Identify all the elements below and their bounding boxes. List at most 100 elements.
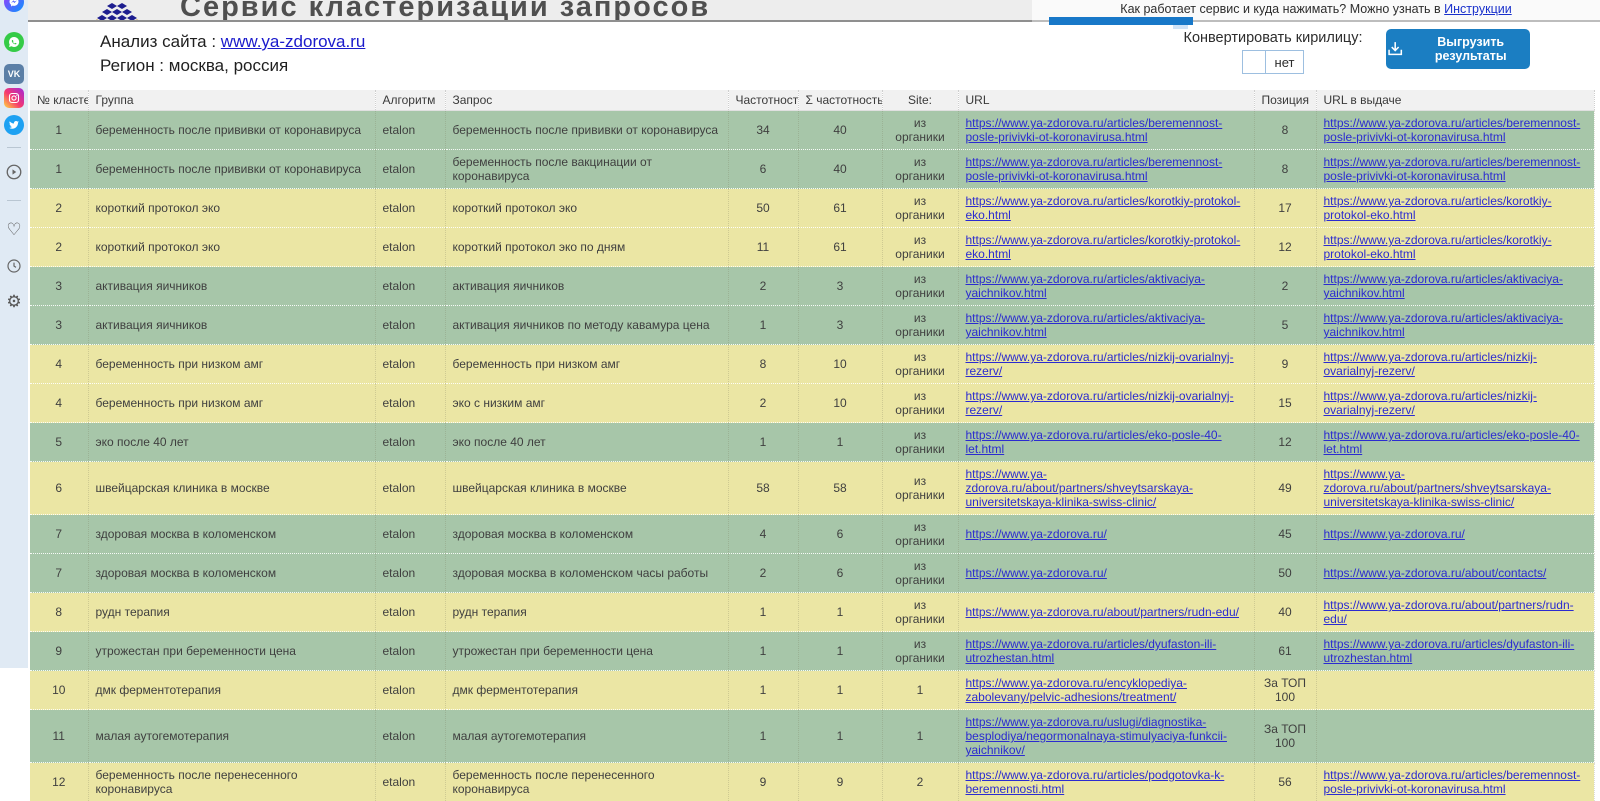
cell-frequency: 34	[728, 111, 798, 150]
url-link[interactable]: https://www.ya-zdorova.ru/articles/berem…	[966, 155, 1223, 183]
cell-group: беременность при низком амг	[88, 384, 375, 423]
cell-group: рудн терапия	[88, 593, 375, 632]
cell-url: https://www.ya-zdorova.ru/	[958, 515, 1254, 554]
cell-sum_frequency: 1	[798, 423, 882, 462]
column-header: Группа	[88, 90, 375, 111]
serp-url-link[interactable]: https://www.ya-zdorova.ru/articles/berem…	[1324, 155, 1581, 183]
cell-url: https://www.ya-zdorova.ru/about/partners…	[958, 593, 1254, 632]
url-link[interactable]: https://www.ya-zdorova.ru/articles/berem…	[966, 116, 1223, 144]
cell-site: из органики	[882, 189, 958, 228]
download-icon	[1386, 38, 1404, 60]
cell-group: беременность после прививки от коронавир…	[88, 150, 375, 189]
cell-sum_frequency: 40	[798, 111, 882, 150]
convert-cyrillic-value[interactable]: нет	[1266, 50, 1304, 74]
play-circle-icon[interactable]	[4, 162, 24, 182]
cell-cluster: 2	[30, 189, 88, 228]
cell-sum_frequency: 6	[798, 515, 882, 554]
instagram-icon[interactable]	[4, 88, 24, 108]
serp-url-link[interactable]: https://www.ya-zdorova.ru/articles/korot…	[1324, 194, 1552, 222]
cell-group: беременность при низком амг	[88, 345, 375, 384]
convert-cyrillic-checkbox[interactable]	[1242, 50, 1266, 74]
column-header: Запрос	[445, 90, 728, 111]
url-link[interactable]: https://www.ya-zdorova.ru/uslugi/diagnos…	[966, 715, 1227, 757]
cell-frequency: 1	[728, 306, 798, 345]
url-link[interactable]: https://www.ya-zdorova.ru/	[966, 566, 1107, 580]
cell-algorithm: etalon	[375, 462, 445, 515]
cell-algorithm: etalon	[375, 111, 445, 150]
cell-site: 2	[882, 763, 958, 801]
cell-serp_url: https://www.ya-zdorova.ru/articles/berem…	[1316, 763, 1594, 801]
cell-query: беременность при низком амг	[445, 345, 728, 384]
url-link[interactable]: https://www.ya-zdorova.ru/	[966, 527, 1107, 541]
serp-url-link[interactable]: https://www.ya-zdorova.ru/articles/eko-p…	[1324, 428, 1580, 456]
vk-icon[interactable]: VK	[4, 64, 24, 84]
serp-url-link[interactable]: https://www.ya-zdorova.ru/articles/berem…	[1324, 768, 1581, 796]
cell-position: 12	[1254, 228, 1316, 267]
url-link[interactable]: https://www.ya-zdorova.ru/articles/korot…	[966, 233, 1241, 261]
cell-position: 5	[1254, 306, 1316, 345]
column-header: URL в выдаче	[1316, 90, 1594, 111]
export-results-button[interactable]: Выгрузить результаты	[1386, 29, 1530, 69]
url-link[interactable]: https://www.ya-zdorova.ru/articles/nizki…	[966, 350, 1234, 378]
analyzed-site-link[interactable]: www.ya-zdorova.ru	[221, 32, 366, 51]
sidebar-divider	[7, 200, 21, 201]
messenger-icon[interactable]	[4, 0, 24, 12]
url-link[interactable]: https://www.ya-zdorova.ru/about/partners…	[966, 467, 1193, 509]
cell-url: https://www.ya-zdorova.ru/articles/berem…	[958, 111, 1254, 150]
serp-url-link[interactable]: https://www.ya-zdorova.ru/articles/dyufa…	[1324, 637, 1575, 665]
cell-sum_frequency: 61	[798, 189, 882, 228]
serp-url-link[interactable]: https://www.ya-zdorova.ru/articles/berem…	[1324, 116, 1581, 144]
url-link[interactable]: https://www.ya-zdorova.ru/articles/aktiv…	[966, 272, 1205, 300]
serp-url-link[interactable]: https://www.ya-zdorova.ru/about/partners…	[1324, 467, 1551, 509]
cell-group: утрожестан при беременности цена	[88, 632, 375, 671]
serp-url-link[interactable]: https://www.ya-zdorova.ru/articles/aktiv…	[1324, 272, 1563, 300]
cell-cluster: 7	[30, 515, 88, 554]
cell-position: За ТОП 100	[1254, 671, 1316, 710]
cell-frequency: 6	[728, 150, 798, 189]
serp-url-link[interactable]: https://www.ya-zdorova.ru/	[1324, 527, 1465, 541]
url-link[interactable]: https://www.ya-zdorova.ru/articles/korot…	[966, 194, 1241, 222]
cell-cluster: 3	[30, 306, 88, 345]
cell-cluster: 12	[30, 763, 88, 801]
cell-site: из органики	[882, 228, 958, 267]
cell-site: из органики	[882, 423, 958, 462]
cell-position: За ТОП 100	[1254, 710, 1316, 763]
serp-url-link[interactable]: https://www.ya-zdorova.ru/articles/nizki…	[1324, 350, 1537, 378]
cell-position: 40	[1254, 593, 1316, 632]
serp-url-link[interactable]: https://www.ya-zdorova.ru/about/partners…	[1324, 598, 1574, 626]
cell-serp_url: https://www.ya-zdorova.ru/articles/korot…	[1316, 228, 1594, 267]
cell-position: 17	[1254, 189, 1316, 228]
cell-query: швейцарская клиника в москве	[445, 462, 728, 515]
cell-sum_frequency: 1	[798, 671, 882, 710]
cell-algorithm: etalon	[375, 554, 445, 593]
cell-site: из органики	[882, 515, 958, 554]
whatsapp-icon[interactable]	[4, 32, 24, 52]
serp-url-link[interactable]: https://www.ya-zdorova.ru/articles/korot…	[1324, 233, 1552, 261]
instructions-link[interactable]: Инструкции	[1444, 2, 1512, 16]
cell-algorithm: etalon	[375, 710, 445, 763]
cell-sum_frequency: 1	[798, 593, 882, 632]
gear-icon[interactable]: ⚙	[4, 292, 24, 312]
url-link[interactable]: https://www.ya-zdorova.ru/articles/dyufa…	[966, 637, 1217, 665]
heart-icon[interactable]: ♡	[4, 220, 24, 240]
twitter-icon[interactable]	[4, 115, 24, 135]
url-link[interactable]: https://www.ya-zdorova.ru/articles/nizki…	[966, 389, 1234, 417]
serp-url-link[interactable]: https://www.ya-zdorova.ru/articles/nizki…	[1324, 389, 1537, 417]
analysis-site-line: Анализ сайта : www.ya-zdorova.ru	[100, 32, 365, 52]
url-link[interactable]: https://www.ya-zdorova.ru/about/partners…	[966, 605, 1239, 619]
cell-site: из органики	[882, 111, 958, 150]
cell-position: 56	[1254, 763, 1316, 801]
url-link[interactable]: https://www.ya-zdorova.ru/articles/aktiv…	[966, 311, 1205, 339]
clock-icon[interactable]	[4, 256, 24, 276]
url-link[interactable]: https://www.ya-zdorova.ru/articles/eko-p…	[966, 428, 1222, 456]
cell-url: https://www.ya-zdorova.ru/articles/aktiv…	[958, 306, 1254, 345]
serp-url-link[interactable]: https://www.ya-zdorova.ru/articles/aktiv…	[1324, 311, 1563, 339]
url-link[interactable]: https://www.ya-zdorova.ru/articles/podgo…	[966, 768, 1225, 796]
serp-url-link[interactable]: https://www.ya-zdorova.ru/about/contacts…	[1324, 566, 1547, 580]
cell-site: 1	[882, 671, 958, 710]
cell-group: активация яичников	[88, 306, 375, 345]
url-link[interactable]: https://www.ya-zdorova.ru/encyklopediya-…	[966, 676, 1187, 704]
